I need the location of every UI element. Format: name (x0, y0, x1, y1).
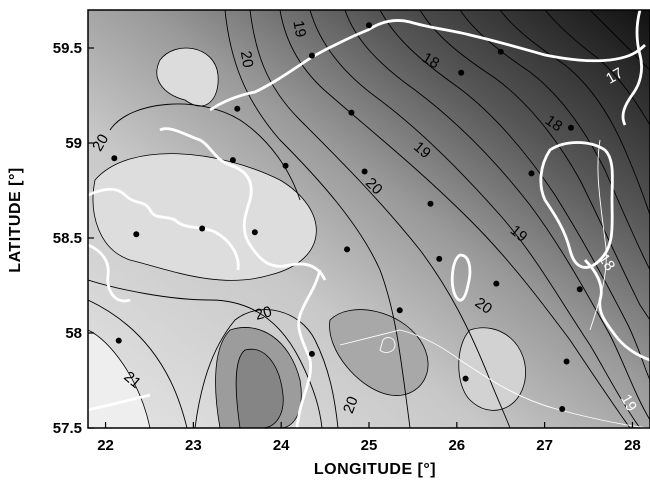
contour-label: 18 (419, 49, 442, 72)
station-point (308, 350, 315, 357)
contour-label: 20 (253, 303, 274, 324)
y-tick-label: 58.5 (53, 230, 82, 247)
warm-region-northwest (156, 47, 219, 107)
station-point (458, 69, 465, 76)
station-point (436, 255, 443, 262)
x-tick-label: 25 (361, 437, 378, 454)
contour-label: 20 (340, 394, 362, 415)
x-tick-label: 23 (185, 437, 202, 454)
cool-pocket-inner (235, 348, 284, 428)
station-point (396, 307, 403, 314)
y-tick-label: 58 (65, 325, 82, 342)
contour-label: 17 (603, 65, 626, 88)
station-point (493, 280, 500, 287)
station-point (234, 105, 241, 112)
station-point (497, 48, 504, 55)
station-point (427, 200, 434, 207)
station-point (462, 375, 469, 382)
station-point (361, 168, 368, 175)
y-tick-label: 57.5 (53, 420, 82, 437)
contour-label: 20 (472, 294, 495, 317)
x-axis: 22 23 24 25 26 27 28 (97, 422, 641, 454)
station-point (308, 52, 315, 59)
y-tick-label: 59.5 (53, 40, 82, 57)
stations (111, 22, 583, 412)
warm-region-west (92, 153, 317, 281)
y-tick-label: 59 (65, 135, 82, 152)
x-tick-label: 26 (448, 437, 465, 454)
x-tick-label: 27 (536, 437, 553, 454)
thin-borders (339, 139, 650, 428)
station-point (528, 170, 535, 177)
x-axis-title: LONGITUDE [°] (314, 461, 436, 478)
coastlines (88, 10, 650, 428)
contour-label: 19 (289, 19, 309, 38)
contour-label: 18 (542, 112, 565, 135)
station-point (348, 109, 355, 116)
station-point (344, 246, 351, 253)
station-point (282, 162, 289, 169)
contour-label: 20 (237, 50, 257, 69)
x-tick-label: 22 (97, 437, 114, 454)
y-axis-title: LATITUDE [°] (7, 167, 24, 272)
station-point (563, 358, 570, 365)
contour-label: 19 (617, 392, 640, 415)
station-point (199, 225, 206, 232)
station-point (133, 231, 140, 238)
station-point (366, 22, 372, 29)
station-point (229, 157, 236, 164)
station-point (251, 229, 258, 236)
station-point (115, 337, 122, 344)
contour-label: 20 (89, 131, 112, 154)
contour-label: 18 (595, 251, 618, 274)
y-axis: 57.5 58 58.5 59 59.5 (53, 40, 94, 437)
x-tick-label: 24 (273, 437, 290, 454)
station-point (559, 406, 566, 412)
station-point (111, 155, 118, 162)
station-point (576, 286, 583, 293)
x-tick-label: 28 (624, 437, 641, 454)
station-point (567, 124, 574, 131)
